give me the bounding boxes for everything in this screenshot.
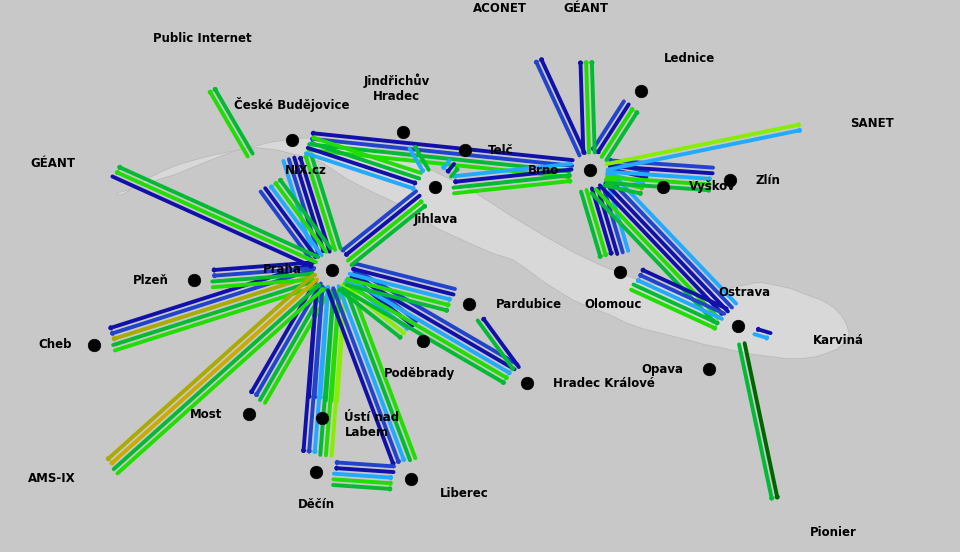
Text: Zlín: Zlín bbox=[756, 174, 780, 187]
Text: NIX.cz: NIX.cz bbox=[285, 164, 327, 177]
Text: GÉANT: GÉANT bbox=[563, 2, 608, 14]
Text: Plzeň: Plzeň bbox=[132, 274, 168, 286]
Text: Ústí nad
Labem: Ústí nad Labem bbox=[345, 411, 399, 438]
Text: GÉANT: GÉANT bbox=[31, 157, 76, 171]
Text: ACONET: ACONET bbox=[472, 2, 526, 14]
Text: Pionier: Pionier bbox=[809, 526, 856, 539]
Text: Lednice: Lednice bbox=[663, 52, 714, 65]
Text: Poděbrady: Poděbrady bbox=[383, 367, 455, 380]
Text: Brno: Brno bbox=[527, 164, 559, 177]
Text: Olomouc: Olomouc bbox=[585, 298, 642, 311]
Text: Liberec: Liberec bbox=[440, 487, 489, 500]
Text: Děčín: Děčín bbox=[298, 498, 335, 511]
Text: Pardubice: Pardubice bbox=[495, 298, 562, 311]
Text: Ostrava: Ostrava bbox=[719, 286, 771, 299]
Text: Telč: Telč bbox=[488, 144, 514, 157]
Text: SANET: SANET bbox=[851, 117, 894, 130]
Text: České Budějovice: České Budějovice bbox=[234, 97, 349, 112]
Text: Praha: Praha bbox=[262, 263, 301, 276]
Text: AMS-IX: AMS-IX bbox=[28, 473, 76, 485]
Text: Karviná: Karviná bbox=[813, 335, 864, 347]
Text: Jindřichův
Hradec: Jindřichův Hradec bbox=[363, 73, 429, 103]
Text: Most: Most bbox=[190, 407, 223, 421]
Text: Opava: Opava bbox=[641, 363, 683, 376]
Text: Hradec Králové: Hradec Králové bbox=[553, 376, 655, 390]
Text: Jihlava: Jihlava bbox=[413, 213, 458, 226]
Text: Vyškov: Vyškov bbox=[688, 180, 735, 193]
Polygon shape bbox=[116, 138, 850, 359]
Text: Public Internet: Public Internet bbox=[153, 33, 252, 45]
Text: Cheb: Cheb bbox=[38, 338, 72, 352]
